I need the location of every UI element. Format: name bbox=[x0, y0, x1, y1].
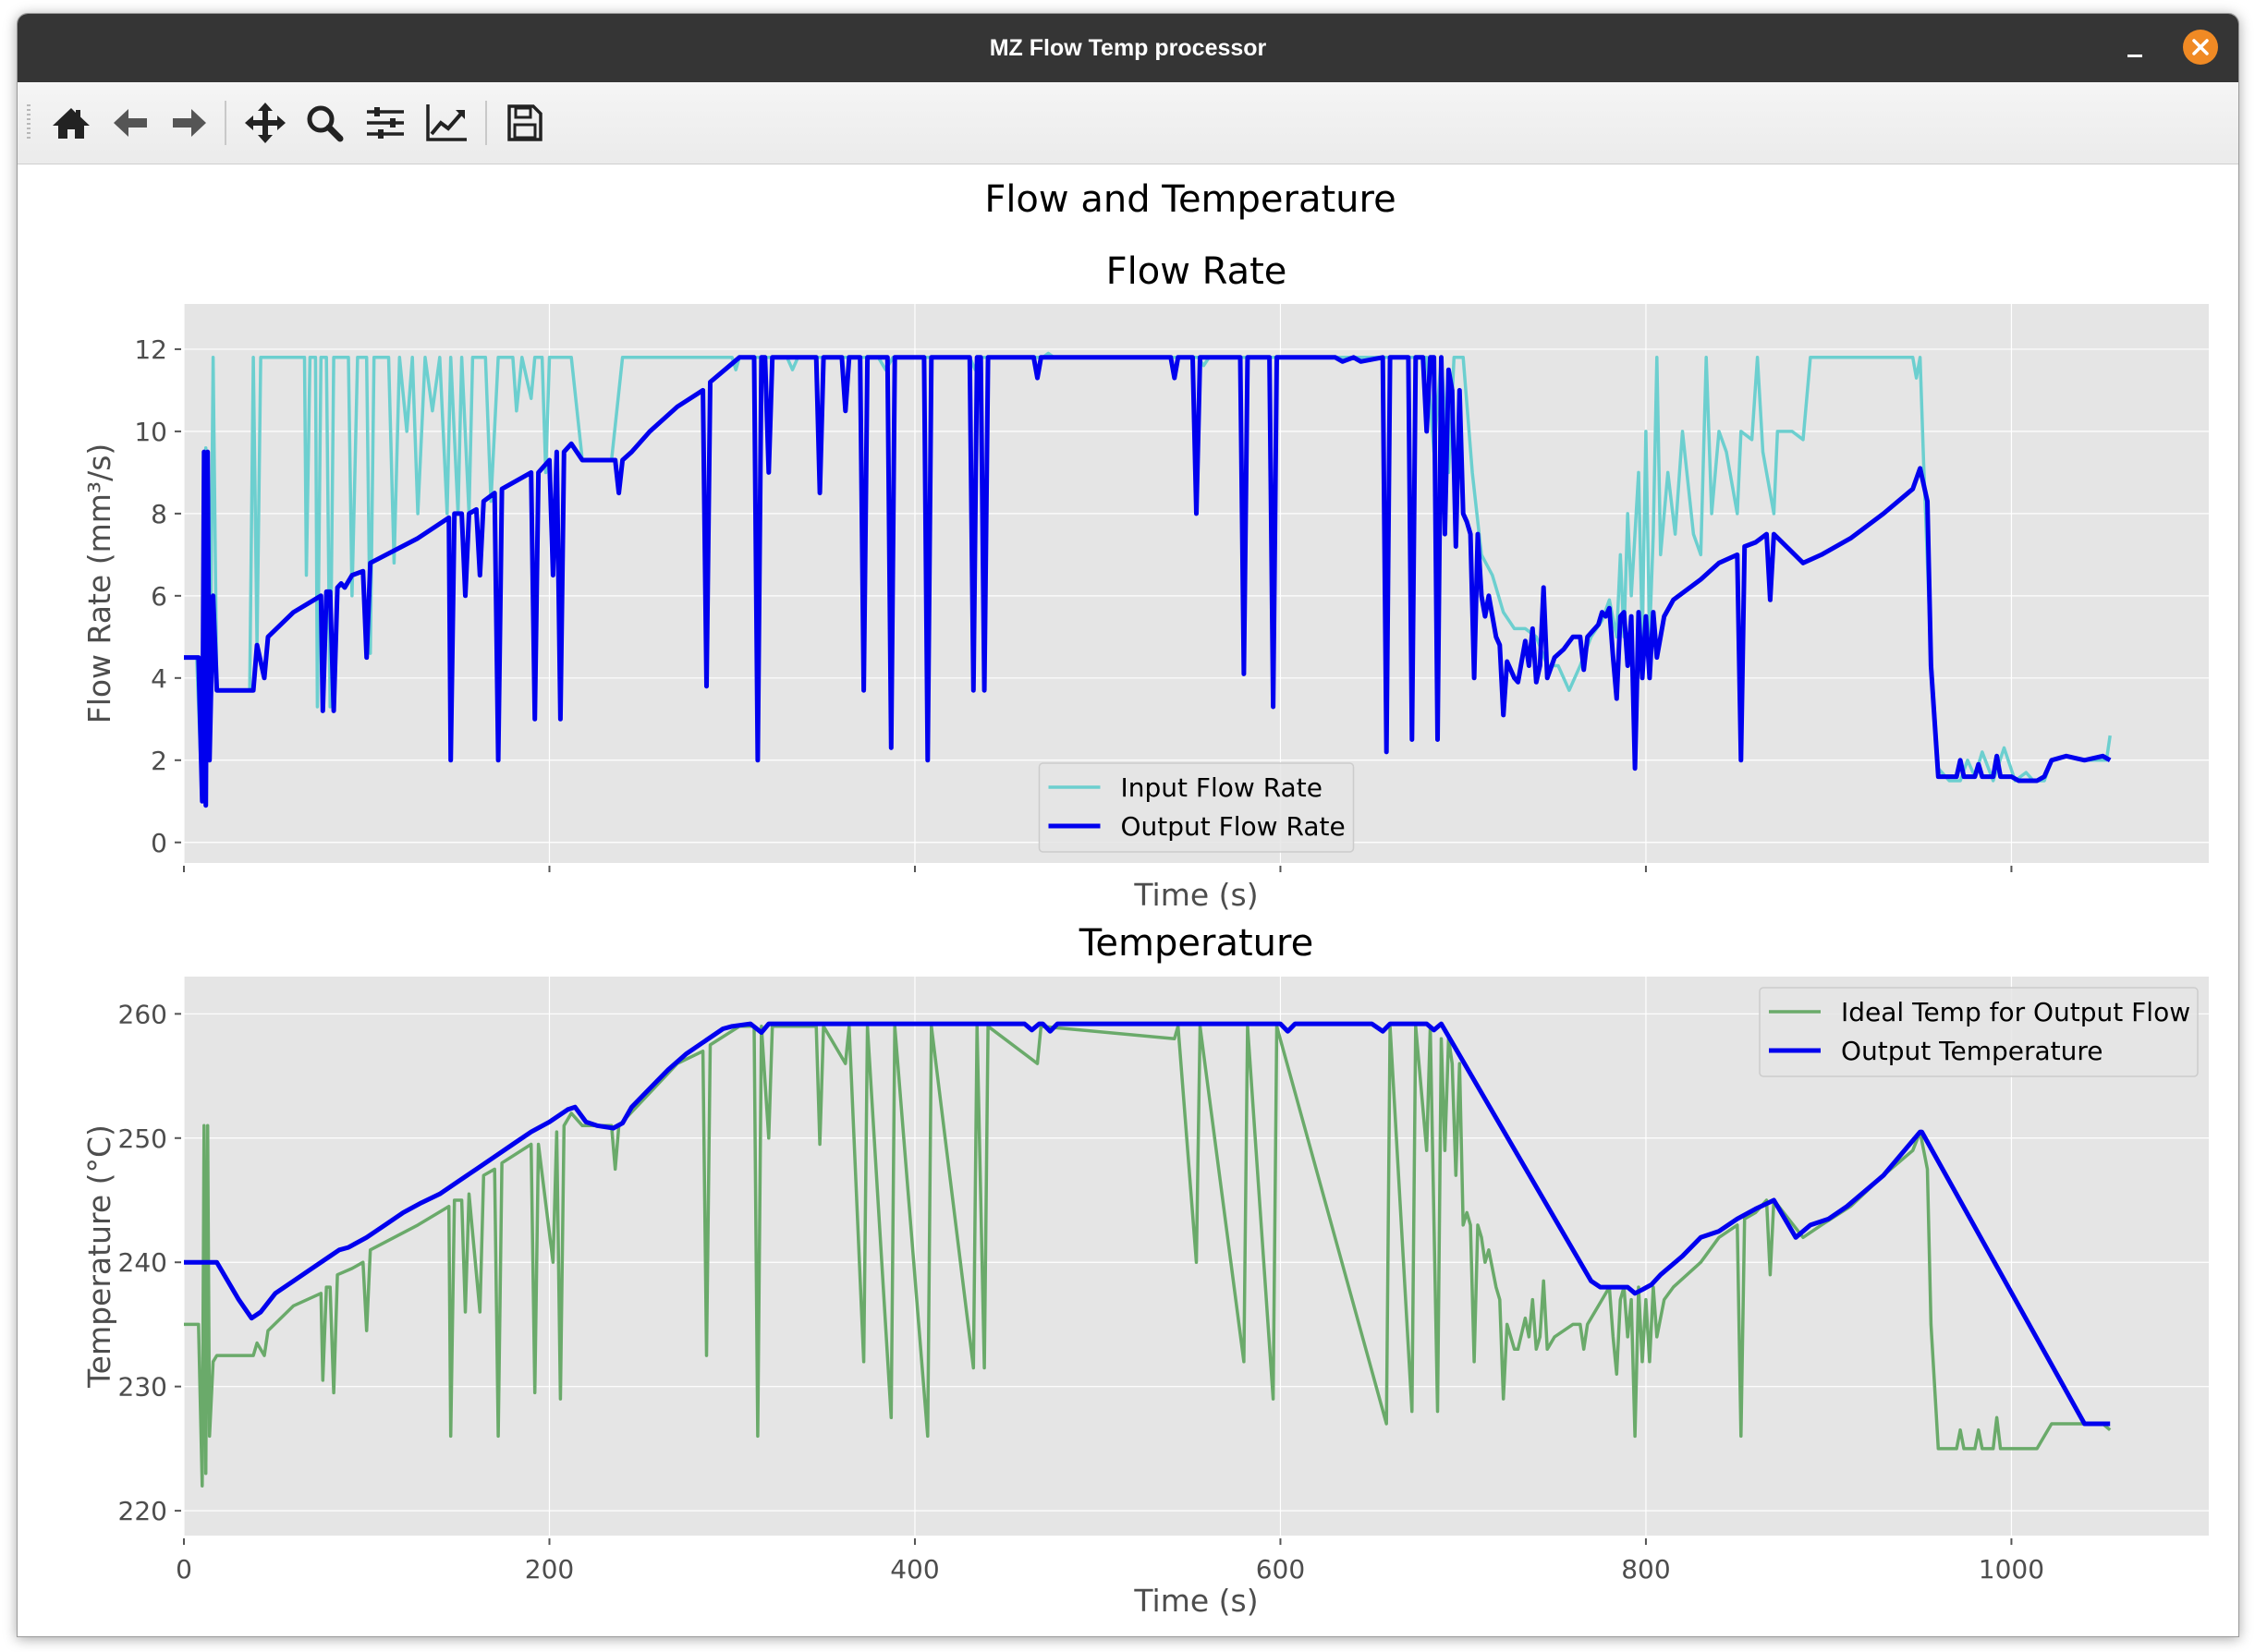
y-tick-label: 10 bbox=[134, 417, 167, 447]
y-tick-label: 230 bbox=[118, 1372, 167, 1403]
x-tick-label: 200 bbox=[525, 1554, 574, 1585]
y-tick-label: 2 bbox=[151, 746, 167, 776]
legend-label: Output Flow Rate bbox=[1121, 811, 1346, 842]
series-line-output-flow-rate bbox=[184, 355, 2112, 808]
legend-box bbox=[1038, 762, 1355, 853]
x-tick-label: 800 bbox=[1621, 1554, 1670, 1585]
home-icon bbox=[53, 108, 90, 139]
y-axis-label: Flow Rate (mm³/s) bbox=[81, 443, 117, 724]
x-tick-label: 1000 bbox=[1979, 1554, 2044, 1585]
home-button[interactable] bbox=[45, 99, 97, 147]
legend-box bbox=[1759, 987, 2199, 1077]
magnifier-icon bbox=[307, 105, 344, 142]
pan-button[interactable] bbox=[239, 99, 291, 147]
legend-label: Ideal Temp for Output Flow bbox=[1841, 997, 2190, 1027]
x-axis-label: Time (s) bbox=[1133, 1583, 1258, 1619]
y-tick-label: 8 bbox=[151, 499, 167, 529]
close-button[interactable] bbox=[2183, 30, 2218, 65]
x-tick-label: 600 bbox=[1256, 1554, 1305, 1585]
legend-label: Input Flow Rate bbox=[1121, 772, 1323, 803]
toolbar-grip[interactable] bbox=[27, 104, 30, 141]
x-tick-label: 400 bbox=[890, 1554, 939, 1585]
figure-suptitle: Flow and Temperature bbox=[984, 178, 1396, 221]
navigation-toolbar bbox=[18, 82, 2238, 164]
title-bar: MZ Flow Temp processor bbox=[18, 14, 2238, 82]
subplot-title: Temperature bbox=[1079, 922, 1313, 965]
minimize-button[interactable] bbox=[2116, 29, 2155, 67]
configure-subplots-button[interactable] bbox=[360, 99, 411, 147]
x-axis-label: Time (s) bbox=[1133, 877, 1258, 913]
y-axis-label: Temperature (°C) bbox=[81, 1124, 117, 1389]
arrow-left-icon bbox=[114, 109, 147, 137]
app-window: MZ Flow Temp processor bbox=[17, 13, 2239, 1637]
y-tick-label: 250 bbox=[118, 1124, 167, 1154]
subplot-title: Flow Rate bbox=[1106, 250, 1287, 293]
save-button[interactable] bbox=[498, 99, 550, 147]
forward-button[interactable] bbox=[164, 99, 215, 147]
y-tick-label: 220 bbox=[118, 1496, 167, 1526]
x-tick-label: 0 bbox=[176, 1554, 192, 1585]
zoom-button[interactable] bbox=[299, 99, 350, 147]
y-tick-label: 12 bbox=[134, 334, 167, 365]
series-line-output-temperature bbox=[184, 1021, 2111, 1427]
floppy-disk-icon bbox=[507, 104, 542, 141]
window-title: MZ Flow Temp processor bbox=[989, 35, 1267, 61]
line-chart-icon bbox=[426, 104, 467, 141]
y-tick-label: 6 bbox=[151, 581, 167, 612]
toolbar-separator bbox=[225, 101, 226, 145]
legend-label: Output Temperature bbox=[1841, 1036, 2103, 1066]
arrow-right-icon bbox=[173, 109, 206, 137]
back-button[interactable] bbox=[104, 99, 156, 147]
close-icon bbox=[2192, 39, 2209, 55]
move-icon bbox=[245, 103, 286, 143]
y-tick-label: 240 bbox=[118, 1247, 167, 1278]
y-tick-label: 260 bbox=[118, 999, 167, 1029]
toolbar-separator bbox=[485, 101, 487, 145]
figure-canvas[interactable]: Flow and Temperature 0 2 4 6 8 10 12 Flow Rate T… bbox=[18, 164, 2238, 1634]
edit-axis-button[interactable] bbox=[421, 99, 472, 147]
y-tick-label: 4 bbox=[151, 663, 167, 694]
sliders-icon bbox=[367, 107, 404, 139]
y-tick-label: 0 bbox=[151, 828, 167, 858]
